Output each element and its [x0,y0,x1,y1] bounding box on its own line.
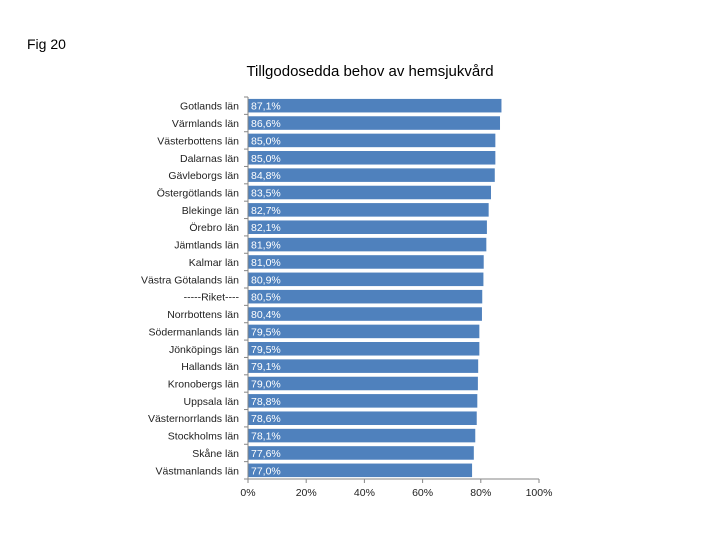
value-label: 78,8% [251,396,281,408]
value-label: 85,0% [251,153,281,165]
category-label: Jönköpings län [169,344,239,356]
value-label: 79,5% [251,326,281,338]
category-label: Norrbottens län [167,309,239,321]
bar [248,463,473,478]
value-label: 80,4% [251,309,281,321]
x-tick-label: 40% [354,487,375,499]
value-label: 77,6% [251,448,281,460]
value-label: 85,0% [251,135,281,147]
category-label: Örebro län [189,222,239,234]
bar [248,376,478,391]
category-label: Västmanlands län [156,465,240,477]
category-label: Gotlands län [180,101,239,113]
value-label: 83,5% [251,188,281,200]
category-label: Gävleborgs län [168,170,239,182]
x-tick-label: 100% [526,487,553,499]
value-label: 84,8% [251,170,281,182]
category-label: Hallands län [181,361,239,373]
bar [248,272,484,287]
bar [248,168,495,182]
chart-title: Tillgodosedda behov av hemsjukvård [246,63,494,80]
category-label: Dalarnas län [180,153,239,165]
bar [248,446,474,460]
bar [248,307,482,321]
figure-label: Fig 20 [27,36,66,52]
category-label: Kalmar län [189,257,239,269]
value-label: 81,9% [251,240,281,252]
value-label: 79,0% [251,379,281,391]
value-label: 79,1% [251,361,281,373]
value-label: 86,6% [251,118,281,130]
bar [248,220,487,234]
value-label: 87,1% [251,101,281,113]
bar [248,394,478,408]
bar [248,98,502,113]
value-label: 81,0% [251,257,281,269]
category-label: Västra Götalands län [141,274,239,286]
value-label: 78,6% [251,413,281,425]
bar [248,185,491,200]
bar [248,116,501,130]
bar [248,411,477,425]
bar [248,255,484,269]
category-label: Jämtlands län [174,240,239,252]
bar [248,342,480,356]
bar [248,289,483,304]
category-label: Västerbottens län [157,135,239,147]
category-label: -----Riket---- [184,292,240,304]
value-label: 82,1% [251,222,281,234]
value-label: 77,0% [251,465,281,477]
bar [248,428,476,443]
value-label: 80,5% [251,292,281,304]
category-label: Kronobergs län [168,379,239,391]
x-tick-label: 60% [412,487,433,499]
category-label: Södermanlands län [149,326,240,338]
x-tick-label: 80% [470,487,491,499]
category-label: Västernorrlands län [148,413,239,425]
category-label: Östergötlands län [157,188,239,200]
value-label: 80,9% [251,274,281,286]
category-label: Blekinge län [182,205,239,217]
value-label: 78,1% [251,431,281,443]
x-tick-label: 20% [296,487,317,499]
x-tick-label: 0% [240,487,255,499]
bar [248,133,496,148]
bar [248,237,487,252]
category-label: Skåne län [192,448,239,460]
value-label: 82,7% [251,205,281,217]
category-label: Stockholms län [168,431,239,443]
bar [248,359,479,373]
bar [248,324,480,339]
category-label: Värmlands län [172,118,239,130]
bar [248,203,489,217]
bar [248,151,496,165]
value-label: 79,5% [251,344,281,356]
category-label: Uppsala län [184,396,240,408]
